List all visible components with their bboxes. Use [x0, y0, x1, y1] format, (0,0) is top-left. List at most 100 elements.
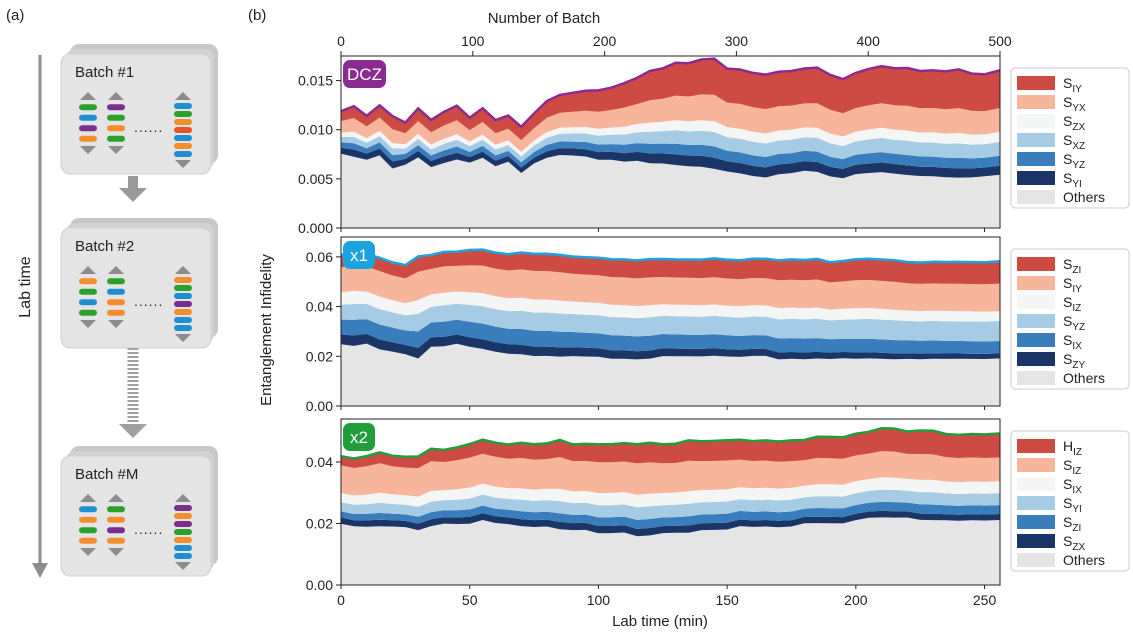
- area-s-iz: [341, 290, 1000, 322]
- batch-card: Batch #M......: [60, 446, 218, 577]
- area-s-ix: [341, 319, 1000, 354]
- ellipsis-dots: ......: [134, 293, 163, 309]
- legend-swatch: [1017, 152, 1055, 166]
- gate-marker: [80, 146, 96, 154]
- pulse-segment: [174, 111, 192, 117]
- gate-marker: [175, 266, 191, 274]
- x-tick-label: 200: [844, 592, 868, 608]
- gate-marker: [175, 562, 191, 570]
- area-s-zy: [341, 333, 1000, 360]
- pulse-segment: [79, 516, 97, 523]
- gate-marker: [80, 92, 96, 100]
- y-tick-label: 0.04: [306, 454, 333, 470]
- legend-swatch: [1017, 171, 1055, 185]
- area-s-yz: [341, 141, 1000, 169]
- gate-tag-label: DCZ: [347, 65, 382, 84]
- pulse-segment: [174, 127, 192, 133]
- top-tick-label: 0: [337, 33, 345, 49]
- pulse-segment: [174, 325, 192, 331]
- legend-swatch: [1017, 114, 1055, 128]
- gate-marker: [80, 494, 96, 502]
- area-s-zx: [341, 510, 1000, 537]
- area-s-yz: [341, 303, 1000, 342]
- pulse-segment: [174, 277, 192, 283]
- lab-time-arrow-head: [32, 563, 48, 578]
- batch-label: Batch #1: [75, 64, 134, 81]
- legend-swatch: [1017, 515, 1055, 529]
- top-tick-label: 200: [593, 33, 617, 49]
- pulse-segment: [174, 103, 192, 109]
- pulse-segment: [174, 301, 192, 307]
- y-tick-label: 0.02: [306, 348, 333, 364]
- legend-swatch: [1017, 534, 1055, 548]
- top-tick-label: 300: [725, 33, 749, 49]
- pulse-segment: [79, 299, 97, 306]
- pulse-segment: [174, 119, 192, 125]
- pulse-segment: [174, 505, 192, 511]
- pulse-segment: [107, 288, 125, 295]
- pulse-segment: [174, 317, 192, 323]
- pulse-segment: [79, 527, 97, 534]
- batch-label: Batch #2: [75, 238, 134, 255]
- gate-marker: [175, 160, 191, 168]
- legend-swatch: [1017, 439, 1055, 453]
- area-s-zi: [341, 249, 1000, 285]
- gate-marker: [108, 146, 124, 154]
- legend-swatch: [1017, 76, 1055, 90]
- pulse-segment: [79, 104, 97, 111]
- y-tick-label: 0.010: [298, 122, 333, 138]
- x-axis-label: Lab time (min): [612, 613, 708, 630]
- legend-entry: Others: [1063, 370, 1105, 386]
- gate-marker: [108, 548, 124, 556]
- pulse-segment: [79, 309, 97, 316]
- area-s-iy: [341, 264, 1000, 312]
- total-infidelity-line: [341, 57, 1000, 129]
- panel-a-label: (a): [6, 7, 24, 24]
- panel-x2: 0.00 0.02 0.04 0 50 100 150 200 250 x2 HIZSIZSIXSY…: [306, 418, 1130, 608]
- legend-swatch: [1017, 458, 1055, 472]
- legend-swatch: [1017, 352, 1055, 366]
- area-s-zi: [341, 501, 1000, 529]
- area-s-yi: [341, 147, 1000, 179]
- gate-tag-badge: [343, 241, 375, 269]
- batch-schematic: Lab time Batch #1......Batch #2......Bat…: [17, 44, 218, 578]
- batch-label: Batch #M: [75, 466, 138, 483]
- total-infidelity-line: [341, 426, 1000, 460]
- area-s-iy: [341, 58, 1000, 141]
- top-axis: 0 100 200 300 400 500: [337, 33, 1012, 56]
- area-s-yi: [341, 489, 1000, 520]
- legend-swatch: [1017, 553, 1055, 567]
- pulse-segment: [107, 104, 125, 111]
- x-tick-label: 100: [587, 592, 611, 608]
- gate-marker: [80, 320, 96, 328]
- legend-swatch: [1017, 95, 1055, 109]
- pulse-segment: [107, 299, 125, 306]
- gate-marker: [80, 266, 96, 274]
- x-tick-label: 150: [715, 592, 739, 608]
- pulse-segment: [79, 288, 97, 295]
- pulse-segment: [174, 537, 192, 543]
- pulse-segment: [174, 285, 192, 291]
- x-tick-label: 250: [973, 592, 997, 608]
- gate-tag-badge: [343, 423, 375, 451]
- pulse-segment: [174, 521, 192, 527]
- legend-swatch: [1017, 314, 1055, 328]
- legend-swatch: [1017, 333, 1055, 347]
- panel-x1: 0.00 0.02 0.04 0.06 x1 SZISIYSIZSYZSIXSZYOthe…: [306, 236, 1130, 414]
- y-tick-label: 0.015: [298, 73, 333, 89]
- batch-card: Batch #1......: [60, 44, 218, 175]
- gate-marker: [108, 494, 124, 502]
- pulse-segment: [107, 135, 125, 142]
- legend-swatch: [1017, 276, 1055, 290]
- dotted-down-arrow: [119, 348, 147, 438]
- pulse-segment: [174, 151, 192, 157]
- pulse-segment: [79, 278, 97, 285]
- top-axis-label: Number of Batch: [488, 10, 601, 27]
- panel-b-label: (b): [248, 7, 266, 24]
- gate-marker: [80, 548, 96, 556]
- pulse-segment: [107, 278, 125, 285]
